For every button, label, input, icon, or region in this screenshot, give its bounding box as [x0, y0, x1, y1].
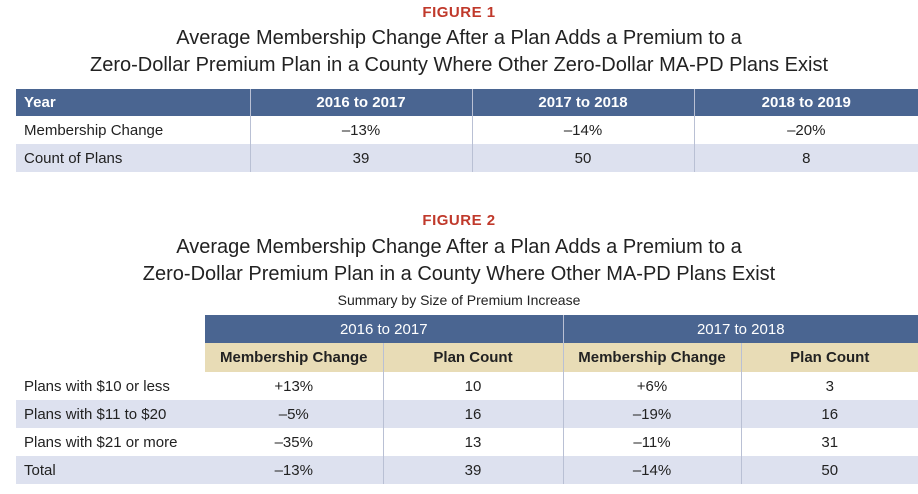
row-label: Plans with $21 or more [16, 428, 205, 456]
table-cell: –35% [274, 433, 313, 451]
header-2016-2017: 2016 to 2017 [249, 89, 472, 116]
figure2-title-line1: Average Membership Change After a Plan A… [176, 236, 742, 258]
table-cell: +13% [274, 377, 314, 395]
table-cell: –14% [562, 456, 741, 484]
table-cell: 50 [471, 144, 694, 172]
table-cell: +6% [562, 372, 741, 400]
table-cell: 50 [740, 456, 918, 484]
table-cell: –20% [693, 116, 918, 144]
row-label: Count of Plans [16, 144, 250, 172]
table-cell: –11% [562, 428, 741, 456]
empty-corner [16, 315, 205, 343]
figure1-title: Average Membership Change After a Plan A… [0, 25, 918, 79]
table-cell: 13 [382, 428, 563, 456]
subheader-membership-change: Membership Change [562, 343, 741, 372]
figure1-table: Year 2016 to 2017 2017 to 2018 2018 to 2… [16, 89, 918, 172]
subheader-plan-count: Plan Count [740, 343, 918, 372]
table-cell: –19% [562, 400, 741, 428]
table-row: Plans with $10 or less +13% 10 +6% 3 [16, 372, 918, 400]
figure2-title: Average Membership Change After a Plan A… [0, 234, 918, 288]
table-row: Count of Plans 39 50 8 [16, 144, 918, 172]
figure2-title-line2: Zero-Dollar Premium Plan in a County Whe… [142, 263, 776, 285]
table-cell: –13% [205, 456, 383, 484]
table-cell: 16 [382, 400, 563, 428]
figure1-title-line1: Average Membership Change After a Plan A… [176, 27, 742, 49]
figure1-title-line2: Zero-Dollar Premium Plan in a County Whe… [90, 54, 828, 76]
row-label: Plans with $10 or less [16, 372, 205, 400]
header-2017-2018: 2017 to 2018 [471, 89, 694, 116]
figure2-label: FIGURE 2 [422, 212, 496, 229]
table-cell: –13% [249, 116, 472, 144]
group-header-2016-2017: 2016 to 2017 [205, 315, 563, 343]
table-row-total: Total –13% 39 –14% 50 [16, 456, 918, 484]
row-label: Total [16, 456, 205, 484]
figure2-subtitle: Summary by Size of Premium Increase [337, 292, 581, 308]
table-cell: 16 [740, 400, 918, 428]
table-header-row: Year 2016 to 2017 2017 to 2018 2018 to 2… [16, 89, 918, 116]
table-cell: 39 [249, 144, 472, 172]
group-header-row: 2016 to 2017 2017 to 2018 [16, 315, 918, 343]
empty-corner [16, 343, 205, 372]
row-label: Plans with $11 to $20 [16, 400, 205, 428]
figure1-label: FIGURE 1 [422, 4, 496, 21]
figure2-table: 2016 to 2017 2017 to 2018 Membership Cha… [16, 315, 918, 484]
table-row: Plans with $21 or more –35% 13 –11% 31 [16, 428, 918, 456]
subheader-plan-count: Plan Count [382, 343, 563, 372]
table-cell: 39 [382, 456, 563, 484]
table-cell: –5% [205, 400, 383, 428]
header-year: Year [16, 89, 250, 116]
row-label: Membership Change [24, 121, 164, 139]
table-row: Plans with $11 to $20 –5% 16 –19% 16 [16, 400, 918, 428]
table-cell: –14% [471, 116, 694, 144]
header-2018-2019: 2018 to 2019 [693, 89, 918, 116]
table-cell: 8 [693, 144, 918, 172]
subheader-membership-change: Membership Change [205, 343, 383, 372]
sub-header-row: Membership Change Plan Count Membership … [16, 343, 918, 372]
table-cell: 10 [382, 372, 563, 400]
group-header-2017-2018: 2017 to 2018 [562, 315, 918, 343]
table-row: Membership Change –13% –14% –20% [16, 116, 918, 144]
table-cell: 3 [740, 372, 918, 400]
table-cell: 31 [740, 428, 918, 456]
